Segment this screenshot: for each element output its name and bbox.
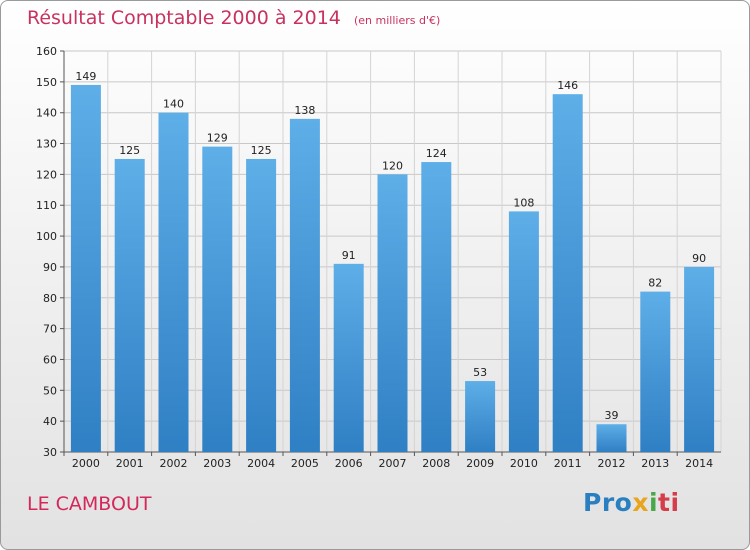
y-tick-label: 140 [36, 107, 57, 120]
data-label: 90 [692, 252, 706, 265]
x-tick-label: 2000 [72, 457, 100, 470]
city-name: LE CAMBOUT [27, 493, 152, 515]
chart-title: Résultat Comptable 2000 à 2014 [27, 7, 341, 29]
y-tick-label: 130 [36, 138, 57, 151]
x-tick-label: 2003 [203, 457, 231, 470]
logo-part-1: Pro [583, 488, 633, 517]
data-label: 124 [426, 147, 447, 160]
data-label: 138 [294, 104, 315, 117]
x-tick-label: 2010 [510, 457, 538, 470]
x-tick-label: 2001 [116, 457, 144, 470]
bar [421, 162, 452, 453]
y-tick-label: 60 [43, 353, 57, 366]
x-tick-label: 2005 [291, 457, 319, 470]
chart-subtitle: (en milliers d'€) [353, 14, 441, 27]
bar [377, 174, 408, 452]
chart-title-block: Résultat Comptable 2000 à 2014 (en milli… [27, 7, 440, 29]
logo-part-4: ti [658, 488, 680, 517]
y-tick-label: 40 [43, 415, 57, 428]
x-tick-label: 2014 [685, 457, 713, 470]
bar [465, 381, 496, 452]
y-tick-label: 120 [36, 168, 57, 181]
bar [158, 112, 189, 452]
y-tick-label: 90 [43, 261, 57, 274]
x-tick-label: 2007 [379, 457, 407, 470]
bar [202, 146, 233, 452]
bar [508, 211, 539, 452]
y-tick-label: 150 [36, 76, 57, 89]
x-tick-label: 2008 [422, 457, 450, 470]
x-tick-label: 2009 [466, 457, 494, 470]
bar-layer [70, 84, 715, 453]
y-tick-label: 110 [36, 199, 57, 212]
x-tick-label: 2011 [554, 457, 582, 470]
data-label: 91 [342, 249, 356, 262]
bar [289, 118, 320, 452]
y-tick-label: 80 [43, 292, 57, 305]
data-label: 149 [75, 70, 96, 83]
bar [246, 158, 277, 452]
x-tick-label: 2002 [160, 457, 188, 470]
data-label: 39 [605, 409, 619, 422]
bar [70, 84, 101, 452]
label-layer: 149 125 140 129 125 138 91 120 124 53 108 146 39 82 90 [75, 70, 706, 422]
x-tick-label: 2013 [641, 457, 669, 470]
data-label: 146 [557, 79, 578, 92]
bar [640, 291, 671, 452]
logo-part-3: i [648, 488, 659, 517]
data-label: 125 [119, 144, 140, 157]
data-label: 129 [207, 132, 228, 145]
data-label: 140 [163, 98, 184, 111]
data-label: 125 [251, 144, 272, 157]
bar [114, 158, 145, 452]
data-label: 108 [513, 196, 534, 209]
bar [552, 94, 583, 452]
x-tick-label: 2004 [247, 457, 275, 470]
y-tick-label: 50 [43, 384, 57, 397]
y-tick-label: 30 [43, 446, 57, 459]
data-label: 82 [648, 277, 662, 290]
logo-part-2: x [632, 488, 649, 517]
data-label: 53 [473, 366, 487, 379]
data-label: 120 [382, 159, 403, 172]
x-tick-label: 2006 [335, 457, 363, 470]
y-tick-label: 160 [36, 45, 57, 58]
bar [333, 263, 364, 452]
bar [596, 424, 627, 452]
y-tick-label: 100 [36, 230, 57, 243]
proxiti-logo: Proxiti [583, 488, 680, 517]
y-tick-label: 70 [43, 323, 57, 336]
x-tick-label: 2012 [598, 457, 626, 470]
bar [684, 266, 715, 452]
